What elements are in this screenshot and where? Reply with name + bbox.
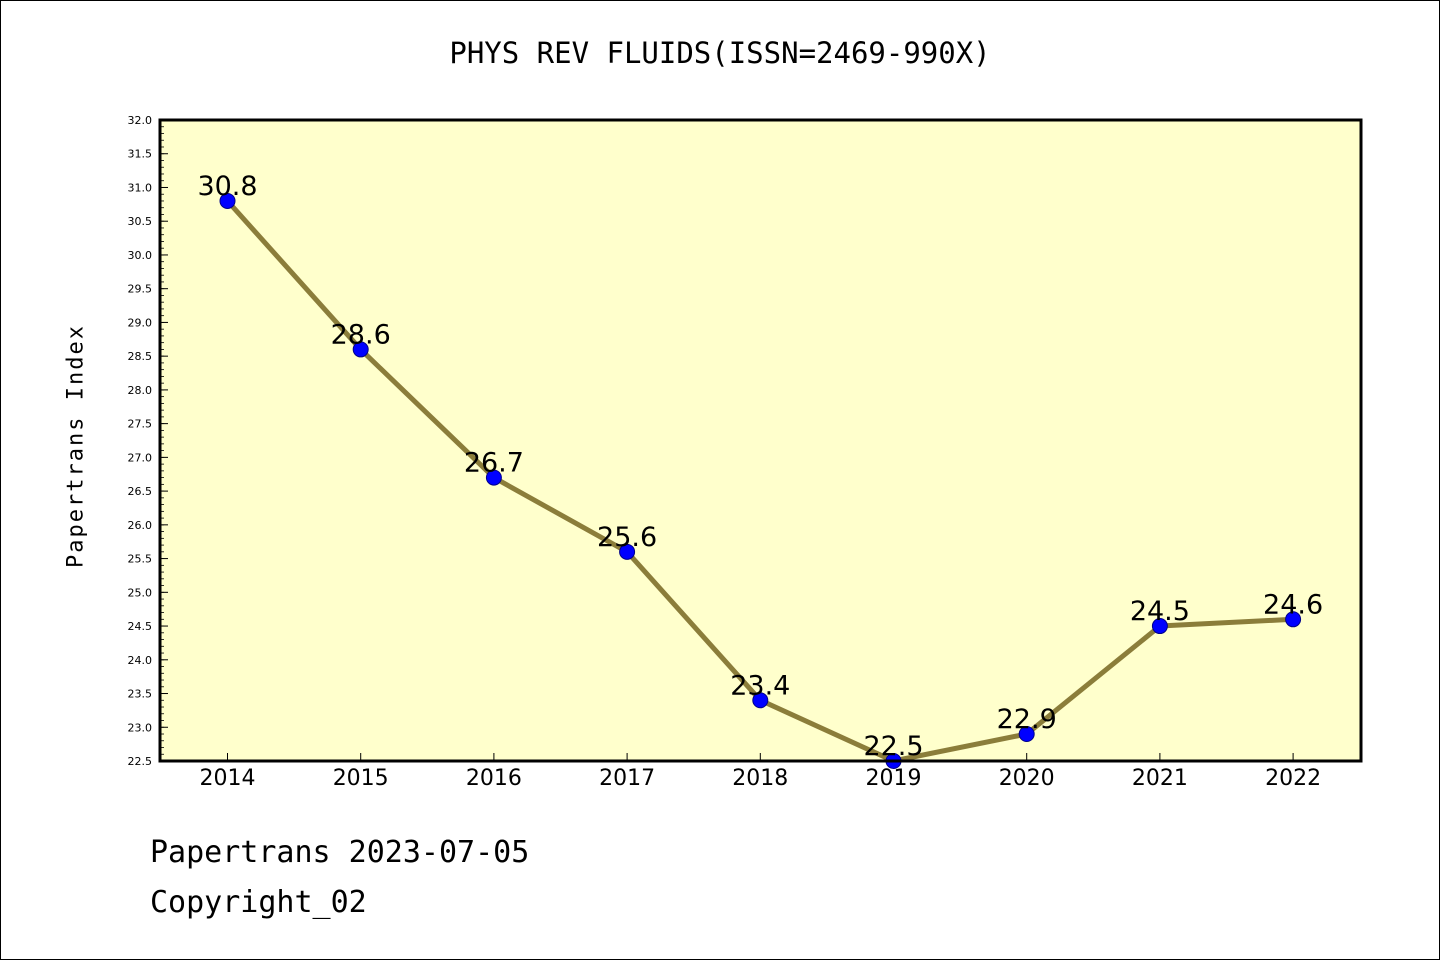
- y-tick-label: 23.0: [128, 721, 153, 734]
- data-label-2019: 22.5: [863, 731, 923, 762]
- y-tick-label: 31.5: [128, 148, 153, 161]
- data-point-2020: [1018, 726, 1035, 743]
- data-label-2020: 22.9: [997, 704, 1057, 735]
- x-tick-label: 2022: [1265, 766, 1321, 791]
- data-label-2015: 28.6: [331, 319, 391, 350]
- data-point-2018: [752, 692, 769, 709]
- y-tick-label: 27.5: [128, 418, 153, 431]
- chart-title: PHYS REV FLUIDS(ISSN=2469-990X): [449, 36, 991, 70]
- data-point-2015: [352, 341, 369, 358]
- y-tick-label: 30.5: [128, 215, 153, 228]
- y-tick-label: 27.0: [128, 451, 153, 464]
- data-label-2016: 26.7: [464, 448, 524, 479]
- y-tick-label: 23.5: [128, 688, 153, 701]
- y-tick-label: 26.0: [128, 519, 153, 532]
- data-point-2022: [1285, 611, 1302, 628]
- y-tick-label: 24.0: [128, 654, 153, 667]
- x-tick-label: 2020: [999, 766, 1055, 791]
- footer-date: Papertrans 2023-07-05: [150, 835, 530, 870]
- y-tick-label: 29.5: [128, 283, 153, 296]
- y-tick-label: 31.0: [128, 181, 153, 194]
- y-tick-label: 22.5: [128, 755, 153, 768]
- y-tick-label: 28.5: [128, 350, 153, 363]
- data-point-2017: [619, 543, 636, 560]
- x-tick-label: 2015: [333, 766, 389, 791]
- data-label-2018: 23.4: [730, 670, 790, 701]
- y-tick-label: 26.5: [128, 485, 153, 498]
- x-tick-label: 2018: [732, 766, 788, 791]
- data-point-2016: [485, 469, 502, 486]
- y-tick-label: 25.5: [128, 553, 153, 566]
- x-tick-label: 2019: [866, 766, 922, 791]
- data-label-2021: 24.5: [1130, 596, 1190, 627]
- y-tick-label: 28.0: [128, 384, 153, 397]
- y-tick-label: 32.0: [128, 114, 153, 127]
- data-label-2017: 25.6: [597, 522, 657, 553]
- x-tick-label: 2016: [466, 766, 522, 791]
- data-label-2014: 30.8: [197, 171, 257, 202]
- x-axis: 2014 2015 2016 2017 2018 2019 2020 2021 2022: [200, 753, 1321, 791]
- series-markers: [219, 192, 1302, 769]
- y-tick-label: 29.0: [128, 316, 153, 329]
- x-tick-label: 2021: [1132, 766, 1188, 791]
- plot-area: [160, 120, 1361, 761]
- data-point-2021: [1151, 618, 1168, 635]
- footer-copyright: Copyright_02: [150, 885, 367, 920]
- y-tick-label: 30.0: [128, 249, 153, 262]
- data-label-2022: 24.6: [1263, 589, 1323, 620]
- y-tick-label: 25.0: [128, 586, 153, 599]
- data-point-2014: [219, 192, 236, 209]
- plot-border: [158, 118, 1363, 763]
- y-tick-label: 24.5: [128, 620, 153, 633]
- x-tick-label: 2017: [599, 766, 655, 791]
- x-tick-label: 2014: [200, 766, 256, 791]
- data-labels: 30.8 28.6 26.7 25.6 23.4 22.5 22.9 24.5 24.6: [197, 171, 1323, 762]
